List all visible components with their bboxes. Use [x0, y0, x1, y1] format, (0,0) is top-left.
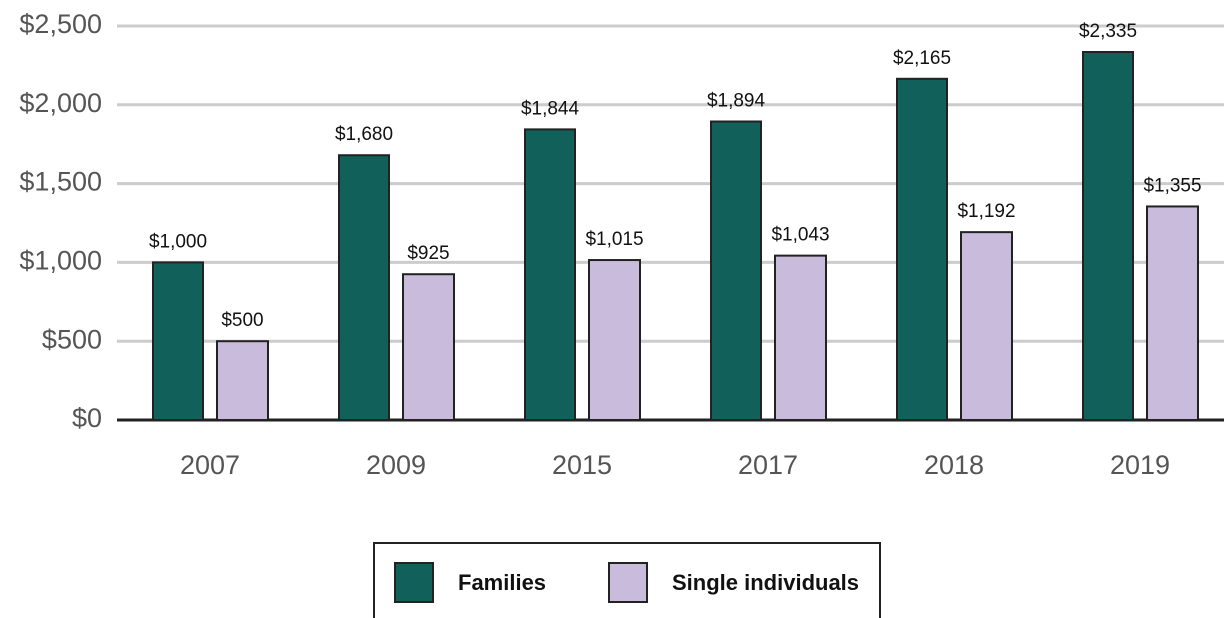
value-label: $1,000: [149, 231, 207, 252]
x-tick-label: 2009: [366, 450, 426, 480]
value-label: $2,335: [1079, 21, 1137, 42]
bar: [1082, 51, 1134, 422]
bar: [1146, 205, 1199, 421]
value-label: $1,844: [521, 98, 580, 119]
x-tick-label: 2019: [1110, 450, 1170, 480]
bar: [402, 273, 455, 421]
bar: [960, 231, 1013, 421]
x-tick-label: 2018: [924, 450, 984, 480]
y-tick-label: $2,500: [19, 9, 102, 39]
y-tick-label: $0: [72, 403, 102, 433]
value-label: $1,680: [335, 124, 393, 145]
value-label: $2,165: [893, 48, 951, 69]
bar: [588, 259, 641, 422]
value-label: $925: [407, 243, 449, 264]
bar: [524, 128, 576, 422]
y-tick-label: $2,000: [19, 88, 102, 118]
x-tick-label: 2017: [738, 450, 798, 480]
legend-label: Single individuals: [672, 570, 859, 595]
x-tick-label: 2015: [552, 450, 612, 480]
bar: [896, 77, 948, 422]
y-tick-label: $500: [42, 324, 102, 354]
value-label: $1,015: [585, 229, 643, 250]
y-tick-label: $1,500: [19, 167, 102, 197]
bar: [774, 254, 827, 421]
value-label: $500: [221, 310, 263, 331]
bar: [710, 120, 762, 421]
legend-swatch: [608, 562, 648, 603]
value-label: $1,355: [1143, 175, 1201, 196]
y-tick-label: $1,000: [19, 246, 102, 276]
bar: [152, 261, 204, 421]
legend-label: Families: [458, 570, 546, 595]
bar: [216, 340, 269, 422]
x-tick-label: 2007: [180, 450, 240, 480]
value-label: $1,192: [957, 201, 1015, 222]
value-label: $1,043: [771, 225, 829, 246]
bar: [338, 154, 390, 421]
value-label: $1,894: [707, 91, 766, 112]
legend-swatch: [394, 562, 434, 603]
